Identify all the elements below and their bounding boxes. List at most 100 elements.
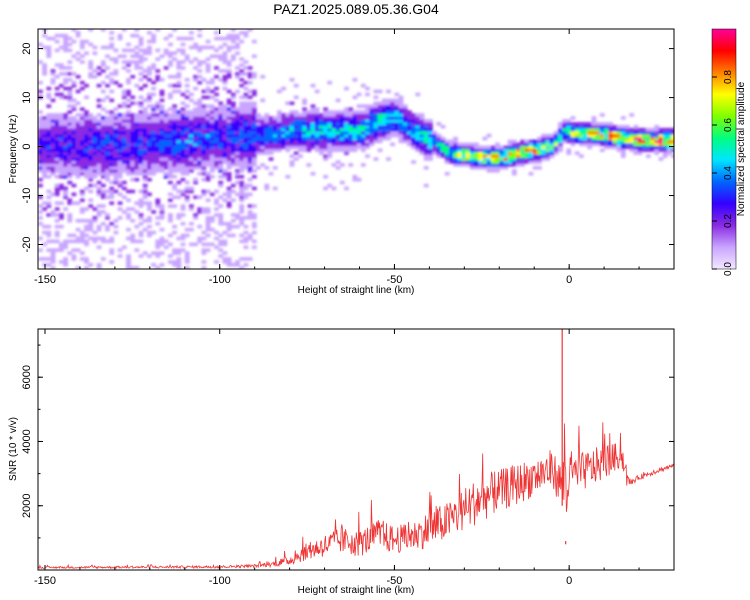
heatmap-cell: [163, 110, 169, 114]
heatmap-cell: [42, 257, 47, 261]
heatmap-cell: [620, 151, 626, 155]
heatmap-cell: [130, 148, 136, 152]
heatmap-cell: [264, 125, 270, 129]
heatmap-cell: [138, 122, 144, 126]
heatmap-cell: [243, 60, 249, 64]
heatmap-cell: [205, 219, 211, 223]
heatmap-cell: [201, 119, 207, 123]
heatmap-cell: [96, 136, 102, 141]
heatmap-cell: [482, 151, 488, 155]
heatmap-cell: [230, 263, 236, 267]
heatmap-cell: [507, 142, 513, 147]
heatmap-cell: [100, 98, 106, 103]
heatmap-cell: [189, 60, 194, 64]
heatmap-cell: [205, 233, 211, 238]
heatmap-cell: [365, 133, 370, 138]
heatmap-cell: [168, 116, 173, 120]
heatmap-cell: [130, 116, 136, 120]
heatmap-cell: [92, 207, 98, 211]
heatmap-cell: [96, 139, 102, 144]
heatmap-cell: [63, 36, 68, 41]
heatmap-cell: [474, 151, 479, 155]
heatmap-cell: [667, 139, 672, 144]
heatmap-cell: [59, 172, 64, 176]
heatmap-cell: [541, 151, 546, 155]
heatmap-cell: [105, 119, 110, 123]
heatmap-cell: [419, 136, 425, 141]
heatmap-cell: [184, 163, 190, 167]
heatmap-cell: [38, 210, 43, 214]
heatmap-cell: [352, 139, 358, 144]
heatmap-cell: [197, 236, 203, 241]
heatmap-cell: [662, 127, 668, 132]
heatmap-cell: [59, 145, 64, 150]
heatmap-cell: [226, 260, 232, 264]
heatmap-cell: [298, 148, 303, 152]
heatmap-cell: [63, 145, 68, 150]
heatmap-cell: [423, 148, 429, 152]
heatmap-cell: [511, 172, 517, 176]
heatmap-cell: [226, 257, 232, 261]
heatmap-cell: [197, 125, 203, 129]
heatmap-cell: [293, 83, 299, 88]
heatmap-cell: [50, 142, 56, 147]
heatmap-cell: [469, 160, 475, 164]
heatmap-cell: [168, 216, 173, 220]
heatmap-cell: [306, 113, 312, 117]
heatmap-cell: [163, 125, 169, 129]
heatmap-cell: [75, 219, 81, 223]
heatmap-cell: [310, 83, 316, 88]
heatmap-cell: [130, 266, 136, 269]
heatmap-cell: [46, 86, 52, 91]
heatmap-cell: [360, 139, 366, 144]
heatmap-cell: [230, 101, 236, 105]
heatmap-cell: [159, 110, 165, 114]
heatmap-cell: [331, 113, 337, 117]
heatmap-cell: [180, 130, 186, 135]
heatmap-cell: [407, 133, 412, 138]
heatmap-cell: [147, 119, 152, 123]
heatmap-cell: [54, 230, 60, 235]
heatmap-cell: [147, 69, 152, 73]
heatmap-cell: [402, 110, 408, 114]
heatmap-cell: [352, 145, 358, 150]
heatmap-cell: [386, 130, 391, 135]
heatmap-cell: [461, 148, 467, 152]
heatmap-cell: [126, 254, 131, 258]
heatmap-cell: [209, 95, 215, 100]
heatmap-cell: [415, 127, 421, 132]
heatmap-cell: [671, 136, 674, 141]
heatmap-cell: [319, 145, 324, 150]
heatmap-cell: [50, 248, 56, 252]
heatmap-cell: [184, 142, 190, 147]
heatmap-cell: [226, 160, 232, 164]
heatmap-cell: [436, 122, 442, 126]
heatmap-cell: [109, 119, 115, 123]
heatmap-cell: [88, 127, 94, 132]
heatmap-cell: [201, 177, 207, 182]
heatmap-cell: [176, 75, 182, 79]
heatmap-cell: [147, 95, 152, 100]
heatmap-cell: [285, 113, 291, 117]
heatmap-cell: [214, 110, 219, 114]
heatmap-cell: [142, 133, 148, 138]
heatmap-cell: [331, 110, 337, 114]
snr-series-line: [38, 422, 674, 570]
heatmap-cell: [147, 207, 152, 211]
heatmap-cell: [134, 136, 140, 141]
heatmap-cell: [558, 125, 563, 129]
heatmap-cell: [398, 119, 404, 123]
heatmap-cell: [235, 36, 240, 41]
heatmap-cell: [189, 163, 194, 167]
heatmap-cell: [541, 133, 546, 138]
heatmap-cell: [285, 136, 291, 141]
heatmap-cell: [474, 160, 479, 164]
heatmap-cell: [230, 92, 236, 97]
heatmap-cell: [155, 113, 161, 117]
heatmap-cell: [528, 139, 534, 144]
heatmap-cell: [176, 189, 182, 194]
heatmap-cell: [100, 157, 106, 161]
heatmap-cell: [176, 116, 182, 120]
heatmap-cell: [541, 142, 546, 147]
heatmap-cell: [260, 133, 266, 138]
